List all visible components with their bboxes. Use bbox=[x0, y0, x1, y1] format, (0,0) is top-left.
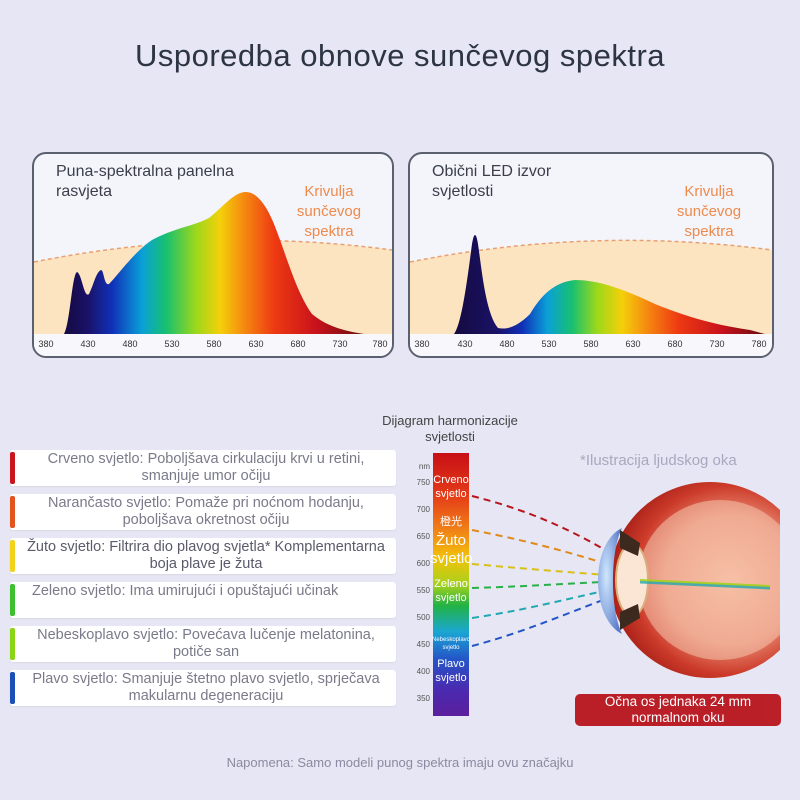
nm-tick: 450 bbox=[416, 640, 430, 649]
axis-tick: 580 bbox=[206, 339, 222, 349]
axis-tick: 380 bbox=[414, 339, 430, 349]
benefit-yellow: Žuto svjetlo: Filtrira dio plavog svjetl… bbox=[10, 538, 396, 574]
benefit-red: Crveno svjetlo: Poboljšava cirkulaciju k… bbox=[10, 450, 396, 486]
benefit-text: Nebeskoplavo svjetlo: Povećava lučenje m… bbox=[37, 627, 375, 660]
iris-top bbox=[620, 530, 640, 556]
eye-axis-badge: Očna os jednaka 24 mm normalnom oku bbox=[575, 694, 781, 726]
benefit-skyblue: Nebeskoplavo svjetlo: Povećava lučenje m… bbox=[10, 626, 396, 662]
axis-tick: 430 bbox=[457, 339, 473, 349]
nm-tick: 650 bbox=[416, 532, 430, 541]
benefit-text: Plavo svjetlo: Smanjuje štetno plavo svj… bbox=[32, 671, 380, 704]
axis-tick: 780 bbox=[751, 339, 767, 349]
axis-tick: 530 bbox=[541, 339, 557, 349]
axis-tick: 380 bbox=[38, 339, 54, 349]
nm-tick: 600 bbox=[416, 559, 430, 568]
benefit-blue: Plavo svjetlo: Smanjuje štetno plavo svj… bbox=[10, 670, 396, 706]
visual-axis-line bbox=[639, 580, 771, 590]
axis-tick: 480 bbox=[122, 339, 138, 349]
axis-tick: 680 bbox=[667, 339, 683, 349]
benefit-text: Zeleno svjetlo: Ima umirujući i opuštaju… bbox=[32, 583, 339, 599]
axis-tick: 630 bbox=[625, 339, 641, 349]
band-label-skyblue: Nebeskoplavo svjetlo bbox=[431, 637, 471, 651]
color-bar bbox=[10, 496, 15, 528]
color-bar bbox=[10, 452, 15, 484]
led-spectrum-area bbox=[454, 235, 765, 334]
cornea bbox=[598, 528, 622, 634]
color-bar bbox=[10, 672, 15, 704]
benefit-text: Crveno svjetlo: Poboljšava cirkulaciju k… bbox=[47, 451, 365, 484]
band-label-red: Crveno svjetlo bbox=[433, 474, 469, 500]
panel-title: Puna-spektralna panelna rasvjeta bbox=[56, 163, 234, 200]
nm-tick: 750 bbox=[416, 478, 430, 487]
color-bar bbox=[10, 584, 15, 616]
visual-axis-line bbox=[639, 579, 771, 587]
color-bar bbox=[10, 540, 15, 572]
ray-blue bbox=[471, 583, 651, 647]
axis-tick: 780 bbox=[372, 339, 388, 349]
axis-tick: 730 bbox=[332, 339, 348, 349]
solar-curve-label: Krivulja sunčevog spektra bbox=[676, 183, 742, 240]
benefit-green: Zeleno svjetlo: Ima umirujući i opuštaju… bbox=[10, 582, 396, 618]
full-spectrum-area bbox=[64, 192, 364, 334]
full-spectrum-panel: Puna-spektralna panelna rasvjeta Krivulj… bbox=[32, 152, 394, 358]
footnote: Napomena: Samo modeli punog spektra imaj… bbox=[226, 755, 574, 770]
panel-title: Obični LED izvor svjetlosti bbox=[432, 163, 552, 200]
nm-tick: 700 bbox=[416, 505, 430, 514]
harmonization-title: Dijagram harmonizacije svjetlosti bbox=[382, 413, 518, 444]
harmonization-spectrum-bar bbox=[433, 453, 469, 716]
solar-curve-label: Krivulja sunčevog spektra bbox=[296, 183, 362, 240]
color-bar bbox=[10, 628, 15, 660]
led-spectrum-panel: Obični LED izvor svjetlosti Krivulja sun… bbox=[408, 152, 774, 358]
band-label-yellow: Žuto svjetlo bbox=[430, 532, 473, 567]
axis-tick: 580 bbox=[583, 339, 599, 349]
band-label-green: Zeleno svjetlo bbox=[434, 578, 468, 604]
solar-curve-line bbox=[410, 239, 772, 263]
eye-illustration-label: *Ilustracija ljudskog oka bbox=[580, 452, 737, 469]
iris-bottom bbox=[620, 604, 640, 630]
axis-tick: 680 bbox=[290, 339, 306, 349]
eyeball-inner bbox=[638, 500, 780, 660]
band-label-blue: Plavo svjetlo bbox=[435, 658, 467, 684]
led-spectrum-chart bbox=[410, 235, 772, 334]
benefit-text: Žuto svjetlo: Filtrira dio plavog svjetl… bbox=[27, 539, 385, 572]
axis-tick: 480 bbox=[499, 339, 515, 349]
benefit-orange: Narančasto svjetlo: Pomaže pri noćnom ho… bbox=[10, 494, 396, 530]
full-spectrum-chart bbox=[34, 192, 392, 334]
nm-tick: 400 bbox=[416, 667, 430, 676]
benefit-text: Narančasto svjetlo: Pomaže pri noćnom ho… bbox=[48, 495, 364, 528]
nm-tick: 550 bbox=[416, 586, 430, 595]
page-title: Usporedba obnove sunčevog spektra bbox=[134, 38, 666, 73]
eye-illustration bbox=[471, 482, 780, 678]
nm-tick: 500 bbox=[416, 613, 430, 622]
wavelength-axis: 380 430 480 530 580 630 680 730 780 bbox=[34, 334, 392, 356]
axis-tick: 530 bbox=[164, 339, 180, 349]
nm-tick: 350 bbox=[416, 694, 430, 703]
axis-tick: 730 bbox=[709, 339, 725, 349]
axis-tick: 630 bbox=[248, 339, 264, 349]
axis-tick: 430 bbox=[80, 339, 96, 349]
band-label-orange: 橙光 bbox=[440, 516, 462, 528]
nm-unit: nm bbox=[418, 462, 430, 471]
wavelength-axis: 380 430 480 530 580 630 680 730 780 bbox=[410, 334, 772, 356]
